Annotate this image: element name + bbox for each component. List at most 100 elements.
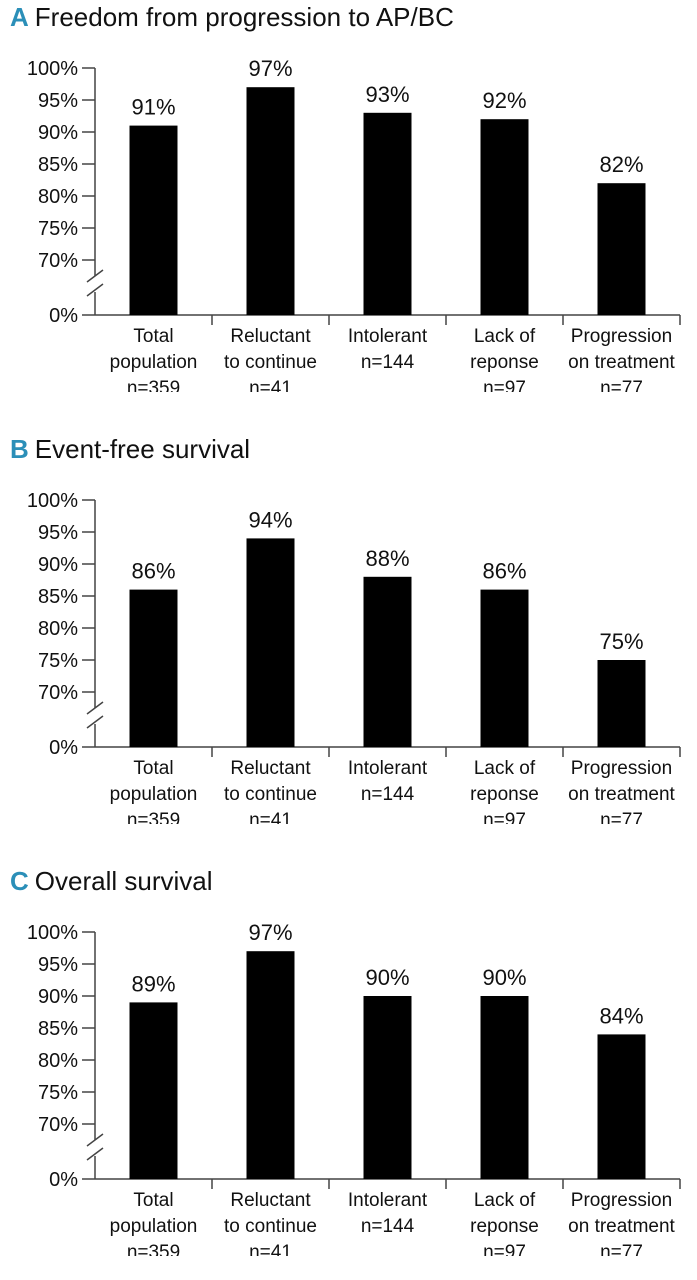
- x-tick-label: Intolerant: [348, 1190, 428, 1211]
- y-tick-label: 95%: [38, 522, 78, 544]
- x-tick-label: Reluctant: [230, 758, 311, 779]
- y-tick-label: 90%: [38, 554, 78, 576]
- x-tick-label: reponse: [470, 352, 539, 373]
- x-tick-label: n=359: [127, 1242, 180, 1256]
- x-tick-label: n=41: [249, 810, 292, 824]
- x-tick-label: n=97: [483, 378, 526, 392]
- axis-break-mark: [86, 701, 104, 715]
- bar: [480, 589, 529, 747]
- x-tick-label: population: [110, 1216, 198, 1237]
- y-tick-label: 95%: [38, 90, 78, 112]
- chart-title-text: Overall survival: [34, 866, 213, 896]
- x-tick-label: n=77: [600, 1242, 643, 1256]
- y-tick-label: 75%: [38, 218, 78, 240]
- data-label: 91%: [131, 95, 175, 120]
- x-tick-label: n=41: [249, 1242, 292, 1256]
- x-tick-label: to continue: [224, 352, 317, 373]
- panel-letter: C: [10, 866, 29, 896]
- x-tick-label: Reluctant: [230, 326, 311, 347]
- x-tick-label: Lack of: [474, 326, 536, 347]
- data-label: 86%: [482, 559, 526, 584]
- bar: [246, 87, 295, 315]
- data-label: 89%: [131, 971, 175, 996]
- bar: [480, 119, 529, 315]
- x-tick-label: Total: [133, 758, 173, 779]
- data-label: 94%: [248, 507, 292, 532]
- y-tick-label: 80%: [38, 186, 78, 208]
- y-tick-label: 85%: [38, 154, 78, 176]
- x-tick-label: on treatment: [568, 1216, 675, 1237]
- chart-title-text: Event-free survival: [34, 434, 251, 464]
- x-tick-label: n=41: [249, 378, 292, 392]
- y-tick-label: 100%: [27, 922, 78, 944]
- bar: [480, 996, 529, 1179]
- data-label: 93%: [365, 82, 409, 107]
- x-tick-label: Total: [133, 1190, 173, 1211]
- x-tick-label: n=144: [361, 352, 415, 373]
- data-label: 75%: [599, 629, 643, 654]
- bar: [129, 1002, 178, 1179]
- chart-title-text: Freedom from progression to AP/BC: [34, 2, 454, 32]
- x-tick-label: Intolerant: [348, 326, 428, 347]
- y-tick-label: 95%: [38, 954, 78, 976]
- y-tick-label: 75%: [38, 1082, 78, 1104]
- x-tick-label: population: [110, 784, 198, 805]
- y-tick-label: 85%: [38, 586, 78, 608]
- x-tick-label: n=97: [483, 810, 526, 824]
- x-tick-label: n=359: [127, 378, 180, 392]
- bar: [129, 589, 178, 747]
- bar-chart: 100% 95% 90% 85% 80% 75% 70% 0% 91% Total populati…: [27, 56, 681, 392]
- x-tick-label: Intolerant: [348, 758, 428, 779]
- x-tick-label: n=144: [361, 784, 415, 805]
- bar: [597, 660, 646, 747]
- axis-break-mark: [86, 283, 104, 297]
- y-tick-label: 70%: [38, 682, 78, 704]
- bar: [363, 112, 412, 315]
- bar: [363, 576, 412, 747]
- x-tick-label: reponse: [470, 784, 539, 805]
- x-tick-label: Progression: [571, 1190, 672, 1211]
- y-tick-label: 80%: [38, 1050, 78, 1072]
- y-tick-label: 90%: [38, 122, 78, 144]
- chart-title: B Event-free survival: [10, 434, 250, 465]
- axis-break-mark: [86, 1133, 104, 1147]
- bar-chart: 100% 95% 90% 85% 80% 75% 70% 0% 86% Total populati…: [27, 490, 681, 824]
- data-label: 88%: [365, 546, 409, 571]
- x-tick-label: n=359: [127, 810, 180, 824]
- x-tick-label: on treatment: [568, 784, 675, 805]
- bar: [597, 1034, 646, 1179]
- bar: [597, 183, 646, 315]
- axis-break-mark: [86, 1147, 104, 1161]
- y-tick-label: 80%: [38, 618, 78, 640]
- y-tick-label: 100%: [27, 58, 78, 80]
- x-tick-label: n=77: [600, 378, 643, 392]
- data-label: 97%: [248, 920, 292, 945]
- data-label: 97%: [248, 56, 292, 81]
- x-tick-label: n=97: [483, 1242, 526, 1256]
- chart-title: A Freedom from progression to AP/BC: [10, 2, 454, 33]
- y-tick-label: 0%: [49, 737, 78, 759]
- bar-chart: 100% 95% 90% 85% 80% 75% 70% 0% 89% Total populati…: [27, 920, 681, 1256]
- x-tick-label: Progression: [571, 758, 672, 779]
- x-tick-label: to continue: [224, 1216, 317, 1237]
- bar: [363, 996, 412, 1179]
- data-label: 86%: [131, 559, 175, 584]
- x-tick-label: population: [110, 352, 198, 373]
- x-tick-label: on treatment: [568, 352, 675, 373]
- data-label: 92%: [482, 88, 526, 113]
- x-tick-label: reponse: [470, 1216, 539, 1237]
- y-tick-label: 0%: [49, 1169, 78, 1191]
- x-tick-label: n=144: [361, 1216, 415, 1237]
- y-tick-label: 0%: [49, 305, 78, 327]
- x-tick-label: Reluctant: [230, 1190, 311, 1211]
- data-label: 90%: [482, 965, 526, 990]
- y-tick-label: 75%: [38, 650, 78, 672]
- bar: [246, 538, 295, 747]
- y-tick-label: 70%: [38, 250, 78, 272]
- x-tick-label: Lack of: [474, 1190, 536, 1211]
- panel-letter: B: [10, 434, 29, 464]
- chart-title: C Overall survival: [10, 866, 213, 897]
- data-label: 84%: [599, 1003, 643, 1028]
- x-tick-label: Total: [133, 326, 173, 347]
- data-label: 82%: [599, 152, 643, 177]
